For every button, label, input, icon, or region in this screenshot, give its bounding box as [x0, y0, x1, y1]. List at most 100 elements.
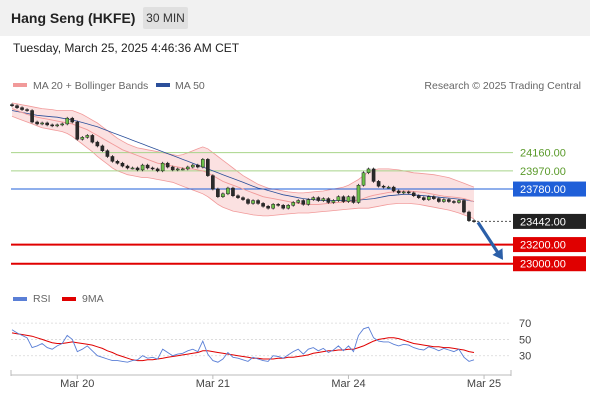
level-label-23970.00: 23970.00: [520, 166, 566, 178]
candle-body: [301, 200, 306, 205]
candle-body: [140, 164, 145, 171]
candle-body: [170, 166, 175, 171]
candle-body: [316, 197, 321, 201]
candle-body: [226, 187, 230, 195]
x-tick-Mar 21: Mar 21: [196, 378, 230, 390]
candle-body: [351, 196, 356, 203]
x-tick-Mar 25: Mar 25: [467, 378, 501, 390]
x-tick-Mar 20: Mar 20: [60, 378, 94, 390]
x-axis: Mar 20 Mar 21 Mar 24 Mar 25: [10, 370, 512, 390]
candle-body: [25, 109, 29, 111]
timeframe-button[interactable]: 30 MIN: [143, 7, 188, 29]
candle-body: [386, 186, 391, 189]
candle-body: [437, 198, 441, 202]
candle-body: [416, 195, 421, 198]
candle-body: [336, 196, 341, 201]
bollinger-legend-label: MA 20 + Bollinger Bands: [33, 80, 148, 92]
candle-body: [201, 159, 205, 168]
candle-body: [396, 190, 401, 194]
timestamp: Tuesday, March 25, 2025 4:46:36 AM CET: [13, 41, 240, 55]
level-label-23200.00: 23200.00: [520, 240, 566, 252]
ma9-line: [11, 332, 475, 362]
candle-body: [376, 181, 381, 187]
bollinger-legend-swatch: [13, 83, 27, 87]
candle-body: [231, 187, 235, 196]
candle-body: [85, 135, 90, 138]
ma50-legend-swatch: [156, 83, 170, 87]
candle-body: [95, 141, 100, 147]
level-label-24160.00: 24160.00: [520, 148, 566, 160]
candle-body: [180, 168, 185, 171]
candle-body: [45, 122, 49, 126]
candle-body: [371, 168, 376, 182]
credit-text: Research © 2025 Trading Central: [424, 80, 581, 92]
candle-body: [261, 203, 265, 207]
candle-body: [206, 159, 210, 176]
candle-body: [432, 196, 436, 199]
candle-body: [190, 164, 195, 168]
candle-body: [135, 167, 140, 171]
candle-body: [401, 191, 406, 194]
candle-body: [70, 117, 75, 123]
candle-body: [246, 199, 250, 204]
level-label-box-23200.00: [513, 237, 586, 253]
header-bar: Hang Seng (HKFE) 30 MIN: [0, 0, 590, 36]
bollinger-fill: [12, 102, 474, 219]
candle-body: [100, 145, 105, 151]
candle-body: [10, 104, 14, 106]
level-lines: [11, 152, 513, 265]
candle-body: [276, 204, 280, 206]
rsi-legend-label: RSI: [33, 293, 51, 305]
candle-body: [145, 164, 150, 169]
candle-body: [30, 110, 34, 123]
rsi-legend-swatch: [13, 297, 27, 301]
candle-body: [105, 150, 110, 157]
candle-body: [75, 121, 80, 140]
level-label-23442.00: 23442.00: [520, 216, 566, 228]
candle-body: [426, 196, 431, 200]
candle-body: [411, 192, 416, 196]
candle-body: [35, 121, 39, 125]
candle-body: [50, 124, 54, 127]
ma9-legend-label: 9MA: [82, 293, 104, 305]
forecast-arrow: [476, 221, 503, 260]
candle-body: [175, 168, 180, 171]
candle-body: [331, 200, 336, 203]
candle-body: [251, 200, 255, 204]
candle-body: [80, 137, 85, 140]
candle-body: [15, 105, 19, 108]
bollinger-band: [11, 102, 475, 220]
instrument-title: Hang Seng (HKFE): [11, 10, 136, 26]
candle-body: [361, 172, 366, 186]
candle-body: [256, 200, 260, 204]
candle-body: [150, 167, 155, 170]
candle-body: [40, 122, 44, 125]
x-tick-Mar 24: Mar 24: [331, 378, 365, 390]
ma9-legend-swatch: [62, 297, 76, 301]
bollinger-lower-line: [11, 115, 475, 220]
candle-body: [442, 199, 446, 202]
candle-body: [311, 197, 316, 200]
candle-body: [160, 162, 165, 172]
candle-body: [346, 196, 351, 202]
candle-body: [281, 205, 285, 209]
candle-body: [195, 164, 200, 168]
candle-body: [241, 197, 245, 200]
candle-body: [125, 165, 130, 169]
candle-body: [286, 205, 291, 209]
candles: [10, 103, 476, 223]
candle-body: [65, 117, 70, 125]
candle-body: [130, 167, 135, 170]
level-label-box-23442.00: [513, 213, 586, 229]
candle-body: [306, 199, 311, 205]
bollinger-upper-line: [11, 102, 475, 194]
candle-body: [165, 162, 170, 168]
level-label-23000.00: 23000.00: [520, 259, 566, 271]
candle-body: [447, 199, 451, 202]
candle-body: [266, 206, 270, 209]
candle-body: [110, 156, 115, 162]
candle-body: [115, 161, 120, 164]
candle-body: [366, 168, 371, 174]
rsi-tick-30: 30: [519, 351, 531, 363]
